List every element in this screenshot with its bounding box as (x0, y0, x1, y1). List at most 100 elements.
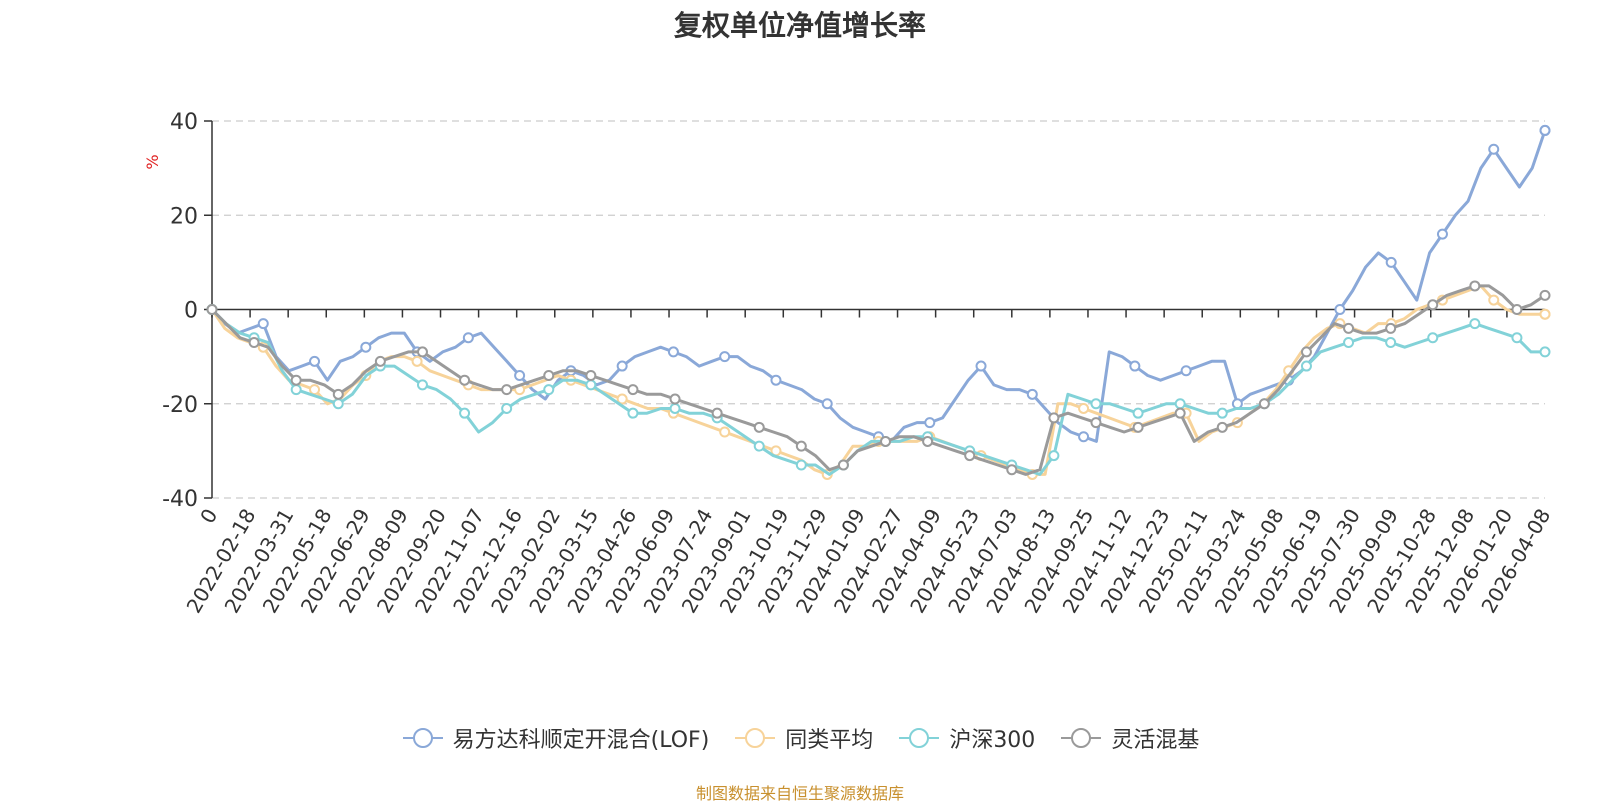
series-point (770, 374, 782, 386)
legend-line-circle-icon (1061, 728, 1102, 748)
series-point (1488, 294, 1500, 306)
legend-circle (909, 728, 930, 748)
y-tick-label: 40 (170, 110, 198, 135)
y-tick-label: 20 (170, 204, 198, 229)
series-line (210, 129, 1547, 443)
legend-circle (745, 728, 766, 748)
series-point (1469, 280, 1481, 292)
legend-circle (1071, 728, 1092, 748)
series-point (1539, 289, 1551, 301)
series-point (924, 417, 936, 429)
series-point (1090, 417, 1102, 429)
series-point (1258, 398, 1270, 410)
series-point (1334, 304, 1346, 315)
series-point (501, 402, 513, 414)
series-point (290, 374, 302, 386)
series-point (1343, 322, 1355, 334)
source-note: 制图数据来自恒生聚源数据库 (695, 784, 904, 803)
series-point (585, 369, 597, 381)
legend-item[interactable]: 同类平均 (733, 722, 873, 754)
series-point (1511, 304, 1523, 315)
series-point (1436, 228, 1448, 240)
y-axis-unit-label: % (143, 154, 162, 169)
series-point (309, 384, 321, 396)
series-point (332, 398, 344, 410)
series-point (501, 384, 513, 396)
series-point (585, 379, 597, 391)
legend-item[interactable]: 沪深300 (897, 722, 1035, 754)
series-point (964, 450, 976, 462)
legend-line-circle-icon (402, 728, 443, 748)
series-point (1132, 407, 1144, 419)
grid-lines (212, 120, 1545, 499)
series-point (821, 398, 833, 410)
series-point (711, 407, 723, 419)
series-point (543, 384, 555, 396)
series-point (795, 440, 807, 452)
series-point (514, 369, 526, 381)
series-point (1511, 332, 1523, 344)
series-point (719, 351, 731, 363)
series-point (1129, 360, 1141, 372)
series-point (1469, 318, 1481, 330)
series-point (1216, 407, 1228, 419)
series-point (332, 388, 344, 400)
series-point (1090, 398, 1102, 410)
series-point (616, 360, 628, 372)
series-point (627, 407, 639, 419)
series-point (543, 369, 555, 381)
series-point (1539, 308, 1551, 320)
series-point (290, 384, 302, 396)
axis-labels: -40-2002040%02022-02-182022-03-312022-05… (143, 110, 1555, 617)
series-point (1300, 346, 1312, 358)
series-point (1231, 398, 1243, 410)
legend-label: 灵活混基 (1111, 728, 1200, 753)
legend-circle (412, 728, 433, 748)
series-point (1174, 398, 1186, 410)
series-point (880, 435, 892, 447)
series-point (1385, 322, 1397, 334)
legend-line-circle-icon (899, 728, 940, 748)
series-point (1300, 360, 1312, 372)
legend-item[interactable]: 灵活混基 (1059, 722, 1199, 754)
series-point (459, 374, 471, 386)
series-point (1427, 332, 1439, 344)
legend-label: 易方达科顺定开混合(LOF) (452, 728, 710, 753)
series-point (1488, 143, 1500, 155)
series-point (1343, 336, 1355, 348)
series-point (309, 355, 321, 367)
series-point (1385, 336, 1397, 348)
legend-label: 同类平均 (785, 728, 874, 753)
series-point (374, 355, 386, 367)
series-point (416, 379, 428, 391)
series-point (616, 393, 628, 405)
series-point (669, 393, 681, 405)
series-point (1078, 402, 1090, 414)
series-point (1539, 124, 1551, 136)
series-point (360, 341, 372, 353)
series-point (248, 336, 260, 348)
series-point (1427, 299, 1439, 311)
series-point (795, 459, 807, 471)
series-line (210, 284, 1546, 476)
legend-line-circle-icon (735, 728, 776, 748)
y-tick-label: -20 (162, 393, 198, 418)
series-point (837, 459, 849, 471)
series-line (210, 308, 1545, 476)
legend-item[interactable]: 易方达科顺定开混合(LOF) (401, 722, 710, 754)
series-point (667, 346, 679, 358)
series-point (1132, 421, 1144, 433)
series-point (669, 402, 681, 414)
series-point (411, 355, 423, 367)
series-point (1174, 407, 1186, 419)
series-point (922, 435, 934, 447)
series-point (1048, 412, 1060, 424)
series-point (1006, 464, 1018, 476)
series-point (753, 421, 765, 433)
y-tick-label: 0 (184, 299, 198, 324)
series-point (206, 304, 218, 315)
series-point (1385, 256, 1397, 268)
series-point (462, 332, 474, 344)
series-point (1180, 365, 1192, 377)
